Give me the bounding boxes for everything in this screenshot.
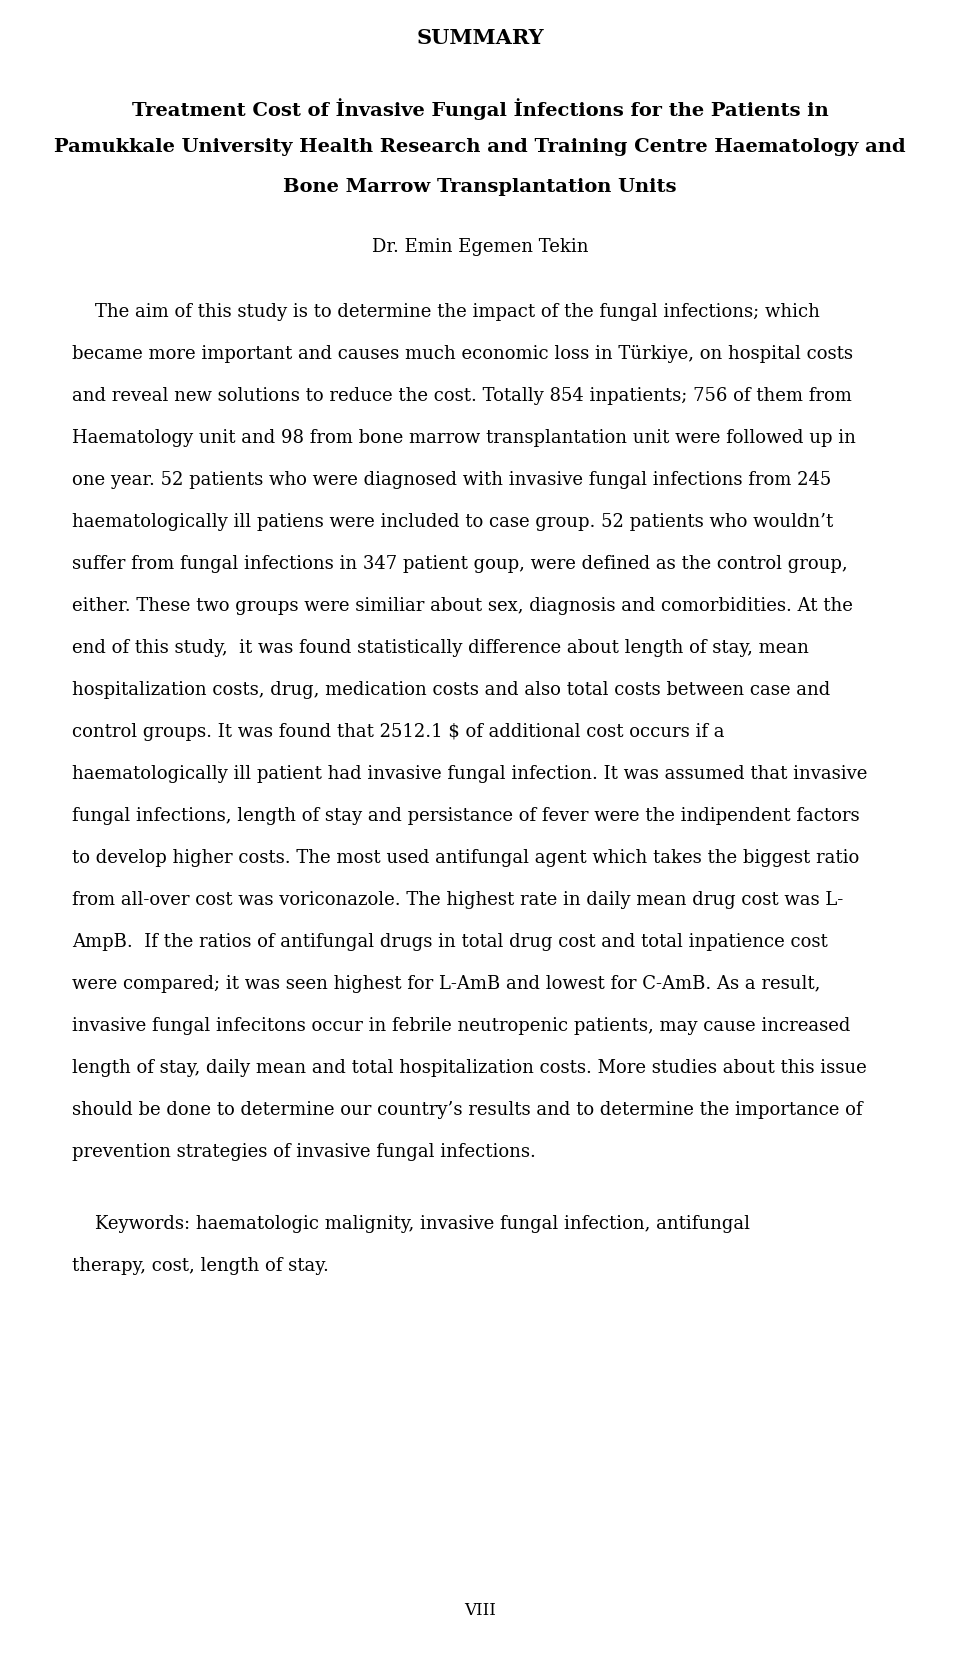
Text: invasive fungal infecitons occur in febrile neutropenic patients, may cause incr: invasive fungal infecitons occur in febr… xyxy=(72,1017,851,1036)
Text: AmpB.  If the ratios of antifungal drugs in total drug cost and total inpatience: AmpB. If the ratios of antifungal drugs … xyxy=(72,933,828,951)
Text: Pamukkale University Health Research and Training Centre Haematology and: Pamukkale University Health Research and… xyxy=(54,138,906,156)
Text: either. These two groups were similiar about sex, diagnosis and comorbidities. A: either. These two groups were similiar a… xyxy=(72,597,852,615)
Text: VIII: VIII xyxy=(464,1602,496,1619)
Text: were compared; it was seen highest for L-AmB and lowest for C-AmB. As a result,: were compared; it was seen highest for L… xyxy=(72,974,821,993)
Text: prevention strategies of invasive fungal infections.: prevention strategies of invasive fungal… xyxy=(72,1143,536,1162)
Text: Keywords: haematologic malignity, invasive fungal infection, antifungal: Keywords: haematologic malignity, invasi… xyxy=(72,1215,750,1233)
Text: haematologically ill patient had invasive fungal infection. It was assumed that : haematologically ill patient had invasiv… xyxy=(72,766,868,784)
Text: end of this study,  it was found statistically difference about length of stay, : end of this study, it was found statisti… xyxy=(72,640,809,656)
Text: haematologically ill patiens were included to case group. 52 patients who wouldn: haematologically ill patiens were includ… xyxy=(72,514,833,530)
Text: from all-over cost was voriconazole. The highest rate in daily mean drug cost wa: from all-over cost was voriconazole. The… xyxy=(72,891,843,910)
Text: SUMMARY: SUMMARY xyxy=(417,28,543,48)
Text: Haematology unit and 98 from bone marrow transplantation unit were followed up i: Haematology unit and 98 from bone marrow… xyxy=(72,429,856,447)
Text: and reveal new solutions to reduce the cost. Totally 854 inpatients; 756 of them: and reveal new solutions to reduce the c… xyxy=(72,388,852,404)
Text: fungal infections, length of stay and persistance of fever were the indipendent : fungal infections, length of stay and pe… xyxy=(72,807,859,825)
Text: Bone Marrow Transplantation Units: Bone Marrow Transplantation Units xyxy=(283,177,677,196)
Text: therapy, cost, length of stay.: therapy, cost, length of stay. xyxy=(72,1258,329,1274)
Text: control groups. It was found that 2512.1 $ of additional cost occurs if a: control groups. It was found that 2512.1… xyxy=(72,722,725,741)
Text: hospitalization costs, drug, medication costs and also total costs between case : hospitalization costs, drug, medication … xyxy=(72,681,830,699)
Text: one year. 52 patients who were diagnosed with invasive fungal infections from 24: one year. 52 patients who were diagnosed… xyxy=(72,471,831,489)
Text: should be done to determine our country’s results and to determine the importanc: should be done to determine our country’… xyxy=(72,1100,862,1118)
Text: Treatment Cost of İnvasive Fungal İnfections for the Patients in: Treatment Cost of İnvasive Fungal İnfect… xyxy=(132,98,828,119)
Text: length of stay, daily mean and total hospitalization costs. More studies about t: length of stay, daily mean and total hos… xyxy=(72,1059,867,1077)
Text: to develop higher costs. The most used antifungal agent which takes the biggest : to develop higher costs. The most used a… xyxy=(72,848,859,867)
Text: suffer from fungal infections in 347 patient goup, were defined as the control g: suffer from fungal infections in 347 pat… xyxy=(72,555,848,573)
Text: Dr. Emin Egemen Tekin: Dr. Emin Egemen Tekin xyxy=(372,239,588,255)
Text: became more important and causes much economic loss in Türkiye, on hospital cost: became more important and causes much ec… xyxy=(72,345,853,363)
Text: The aim of this study is to determine the impact of the fungal infections; which: The aim of this study is to determine th… xyxy=(72,303,820,321)
